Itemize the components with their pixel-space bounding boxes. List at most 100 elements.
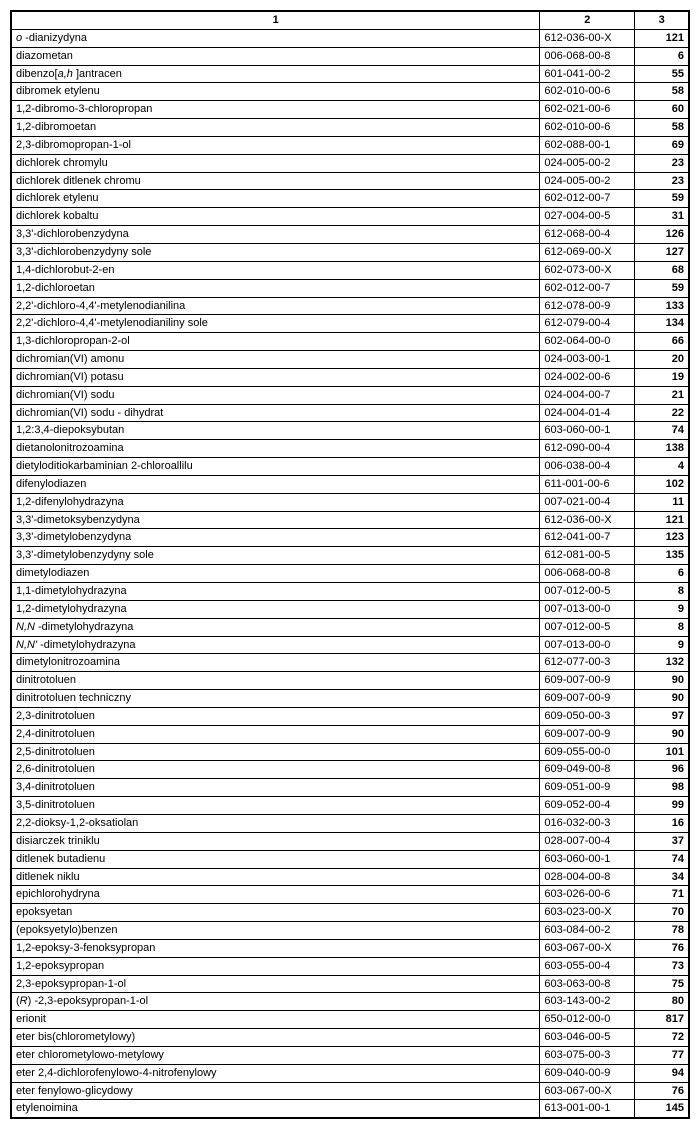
cell-code: 007-012-00-5	[540, 583, 635, 601]
table-header: 1 2 3	[11, 11, 689, 29]
cell-name: 2,4-dinitrotoluen	[11, 725, 540, 743]
cell-code: 024-004-00-7	[540, 386, 635, 404]
cell-code: 024-003-00-1	[540, 351, 635, 369]
cell-number: 23	[635, 172, 689, 190]
cell-code: 612-077-00-3	[540, 654, 635, 672]
cell-name: 1,2-dibromoetan	[11, 119, 540, 137]
cell-number: 59	[635, 190, 689, 208]
cell-name: 1,2:3,4-diepoksybutan	[11, 422, 540, 440]
cell-code: 612-041-00-7	[540, 529, 635, 547]
cell-code: 006-068-00-8	[540, 565, 635, 583]
cell-number: 132	[635, 654, 689, 672]
table-row: diazometan006-068-00-86	[11, 47, 689, 65]
table-row: eter chlorometylowo-metylowy603-075-00-3…	[11, 1046, 689, 1064]
cell-number: 127	[635, 243, 689, 261]
cell-name: erionit	[11, 1011, 540, 1029]
cell-number: 4	[635, 458, 689, 476]
table-row: 3,3'-dimetylobenzydyny sole612-081-00-51…	[11, 547, 689, 565]
cell-number: 73	[635, 957, 689, 975]
cell-name: 2,6-dinitrotoluen	[11, 761, 540, 779]
cell-code: 006-068-00-8	[540, 47, 635, 65]
cell-code: 603-063-00-8	[540, 975, 635, 993]
cell-name: 2,2'-dichloro-4,4'-metylenodianilina	[11, 297, 540, 315]
cell-code: 609-007-00-9	[540, 725, 635, 743]
cell-name: 1,2-epoksypropan	[11, 957, 540, 975]
table-row: dichlorek etylenu602-012-00-759	[11, 190, 689, 208]
cell-code: 612-081-00-5	[540, 547, 635, 565]
table-row: 2,2-dioksy-1,2-oksatiolan016-032-00-316	[11, 814, 689, 832]
cell-name: eter fenylowo-glicydowy	[11, 1082, 540, 1100]
header-col-2: 2	[540, 11, 635, 29]
cell-name: 2,2'-dichloro-4,4'-metylenodianiliny sol…	[11, 315, 540, 333]
cell-name: dinitrotoluen	[11, 672, 540, 690]
cell-number: 101	[635, 743, 689, 761]
cell-number: 90	[635, 690, 689, 708]
cell-code: 613-001-00-1	[540, 1100, 635, 1118]
cell-name: 2,3-epoksypropan-1-ol	[11, 975, 540, 993]
cell-number: 76	[635, 1082, 689, 1100]
cell-name: 1,2-dimetylohydrazyna	[11, 600, 540, 618]
cell-code: 612-069-00-X	[540, 243, 635, 261]
cell-name: dichlorek etylenu	[11, 190, 540, 208]
cell-name: eter 2,4-dichlorofenylowo-4-nitrofenylow…	[11, 1064, 540, 1082]
cell-code: 602-010-00-6	[540, 119, 635, 137]
cell-number: 19	[635, 368, 689, 386]
cell-number: 55	[635, 65, 689, 83]
cell-code: 007-013-00-0	[540, 636, 635, 654]
cell-code: 609-007-00-9	[540, 690, 635, 708]
cell-number: 96	[635, 761, 689, 779]
cell-number: 68	[635, 261, 689, 279]
cell-code: 609-052-00-4	[540, 797, 635, 815]
cell-name: dibenzo[a,h ]antracen	[11, 65, 540, 83]
cell-number: 8	[635, 583, 689, 601]
cell-name: ditlenek butadienu	[11, 850, 540, 868]
table-row: 2,3-dibromopropan-1-ol602-088-00-169	[11, 136, 689, 154]
cell-name: dichromian(VI) potasu	[11, 368, 540, 386]
cell-name: N,N' -dimetylohydrazyna	[11, 636, 540, 654]
table-row: dibromek etylenu602-010-00-658	[11, 83, 689, 101]
cell-code: 602-088-00-1	[540, 136, 635, 154]
cell-number: 8	[635, 618, 689, 636]
table-row: ditlenek niklu028-004-00-834	[11, 868, 689, 886]
cell-code: 609-051-00-9	[540, 779, 635, 797]
cell-name: 2,3-dinitrotoluen	[11, 707, 540, 725]
cell-name: 3,3'-dimetoksybenzydyna	[11, 511, 540, 529]
cell-name: dimetylonitrozoamina	[11, 654, 540, 672]
cell-code: 016-032-00-3	[540, 814, 635, 832]
table-row: dietyloditiokarbaminian 2-chloroallilu00…	[11, 458, 689, 476]
table-row: 2,2'-dichloro-4,4'-metylenodianiliny sol…	[11, 315, 689, 333]
cell-name: epichlorohydryna	[11, 886, 540, 904]
table-row: 1,2-dimetylohydrazyna007-013-00-09	[11, 600, 689, 618]
cell-number: 90	[635, 672, 689, 690]
table-row: 3,3'-dichlorobenzydyna612-068-00-4126	[11, 226, 689, 244]
cell-name: 3,4-dinitrotoluen	[11, 779, 540, 797]
table-row: 1,2-dibromoetan602-010-00-658	[11, 119, 689, 137]
cell-name: (R) -2,3-epoksypropan-1-ol	[11, 993, 540, 1011]
cell-code: 007-013-00-0	[540, 600, 635, 618]
cell-name: 1,4-dichlorobut-2-en	[11, 261, 540, 279]
cell-number: 31	[635, 208, 689, 226]
cell-number: 21	[635, 386, 689, 404]
header-col-3: 3	[635, 11, 689, 29]
table-row: dimetylonitrozoamina612-077-00-3132	[11, 654, 689, 672]
cell-code: 603-067-00-X	[540, 939, 635, 957]
cell-name: 2,3-dibromopropan-1-ol	[11, 136, 540, 154]
cell-name: dichlorek ditlenek chromu	[11, 172, 540, 190]
cell-name: 3,5-dinitrotoluen	[11, 797, 540, 815]
cell-code: 603-026-00-6	[540, 886, 635, 904]
table-row: 3,4-dinitrotoluen609-051-00-998	[11, 779, 689, 797]
table-row: dietanolonitrozoamina612-090-00-4138	[11, 440, 689, 458]
cell-number: 60	[635, 101, 689, 119]
table-row: dichlorek kobaltu027-004-00-531	[11, 208, 689, 226]
cell-number: 20	[635, 351, 689, 369]
cell-name: diazometan	[11, 47, 540, 65]
table-row: 1,2-epoksypropan603-055-00-473	[11, 957, 689, 975]
header-col-1: 1	[11, 11, 540, 29]
cell-name: dietyloditiokarbaminian 2-chloroallilu	[11, 458, 540, 476]
table-row: dichromian(VI) potasu024-002-00-619	[11, 368, 689, 386]
cell-code: 603-067-00-X	[540, 1082, 635, 1100]
cell-code: 609-040-00-9	[540, 1064, 635, 1082]
table-row: erionit650-012-00-0817	[11, 1011, 689, 1029]
cell-number: 817	[635, 1011, 689, 1029]
cell-number: 138	[635, 440, 689, 458]
